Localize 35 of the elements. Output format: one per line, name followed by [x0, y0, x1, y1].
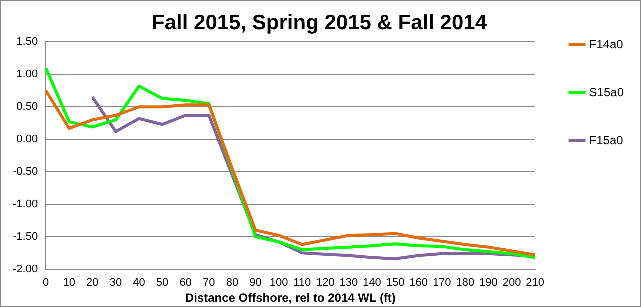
y-tick-label: 0.50 [16, 101, 38, 114]
x-tick-label: 120 [316, 277, 335, 290]
x-tick-label: 60 [180, 277, 192, 290]
x-tick-label: 210 [526, 277, 544, 290]
chart-title: Fall 2015, Spring 2015 & Fall 2014 [152, 11, 488, 34]
legend-label: F14a0 [589, 37, 624, 52]
x-tick-label: 90 [250, 277, 262, 290]
y-tick-label: 1.00 [16, 68, 38, 81]
x-tick-label: 170 [432, 277, 452, 290]
x-tick-label: 190 [480, 277, 498, 290]
x-tick-label: 40 [133, 277, 146, 290]
y-tick-label: 1.50 [16, 36, 38, 48]
x-tick-label: 70 [203, 277, 216, 290]
x-tick-label: 20 [86, 277, 99, 290]
y-tick-label: 0.00 [16, 134, 38, 146]
x-tick-label: 200 [502, 277, 522, 290]
x-tick-label: 150 [386, 277, 405, 290]
legend-label: F15a0 [589, 133, 624, 148]
x-axis-title: Distance Offshore, rel to 2014 WL (ft) [185, 291, 396, 306]
x-tick-label: 140 [363, 277, 382, 290]
x-tick-label: 50 [156, 277, 169, 290]
x-tick-label: 10 [63, 277, 76, 290]
x-tick-label: 110 [294, 277, 312, 290]
y-tick-label: -1.00 [12, 198, 38, 211]
x-tick-label: 30 [110, 277, 122, 290]
x-tick-label: 160 [410, 277, 428, 290]
x-tick-label: 100 [270, 277, 288, 290]
legend-label: S15a0 [589, 85, 624, 100]
x-tick-label: 80 [226, 277, 239, 290]
y-tick-label: -1.50 [12, 230, 38, 243]
x-tick-label: 180 [456, 277, 475, 290]
x-tick-label: 130 [340, 277, 358, 290]
x-tick-label: 0 [43, 277, 50, 290]
y-tick-label: -0.50 [12, 166, 38, 178]
y-tick-label: -2.00 [12, 263, 38, 276]
